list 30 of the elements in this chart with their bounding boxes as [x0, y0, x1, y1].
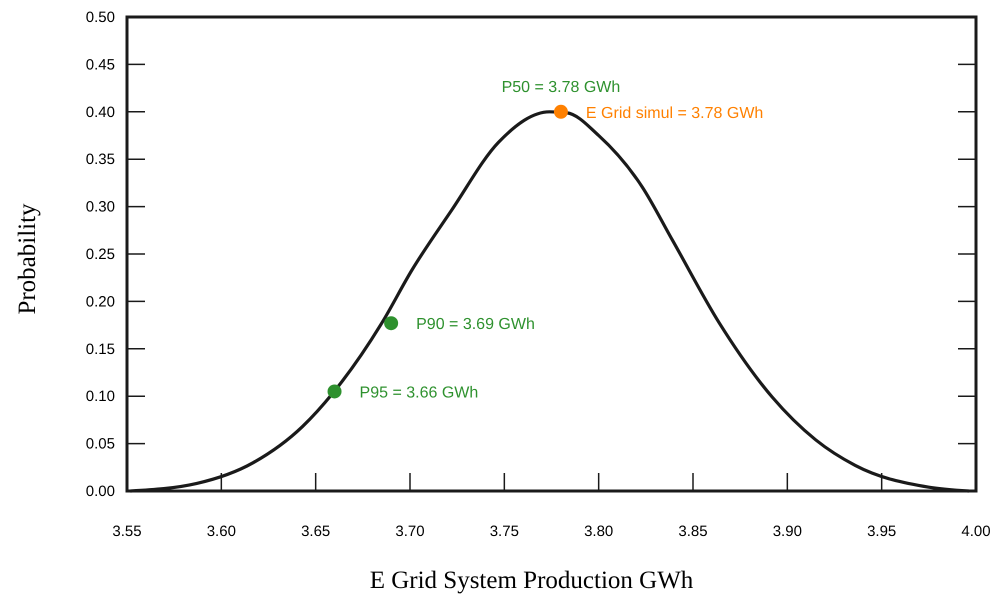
x-tick-label: 3.95 [867, 523, 896, 540]
y-tick-label: 0.25 [86, 246, 115, 263]
y-tick-label: 0.35 [86, 151, 115, 168]
point [384, 316, 398, 330]
y-tick-label: 0.30 [86, 198, 115, 216]
annotation: P90 = 3.69 GWh [416, 316, 535, 334]
y-tick-label: 0.45 [86, 56, 115, 74]
x-tick-label: 3.55 [112, 523, 142, 540]
y-tick-label: 0.05 [86, 436, 115, 453]
x-axis-title: E Grid System Production GWh [370, 567, 694, 594]
y-tick-label: 0.00 [86, 483, 115, 500]
annotation: P95 = 3.66 GWh [360, 384, 478, 402]
x-tick-label: 3.75 [490, 523, 519, 540]
point [328, 384, 342, 398]
y-tick-label: 0.10 [86, 388, 115, 406]
y-tick-label: 0.40 [86, 104, 115, 121]
y-axis-title: Probability [14, 202, 41, 315]
x-tick-label: 3.60 [206, 523, 236, 540]
point [554, 104, 568, 119]
x-tick-label: 3.70 [395, 523, 425, 540]
x-tick-label: 3.90 [772, 523, 802, 540]
annotation: E Grid simul = 3.78 GWh [586, 104, 764, 122]
annotation: P50 = 3.78 GWh [502, 78, 620, 96]
x-tick-label: 3.85 [678, 523, 708, 540]
y-tick-label: 0.50 [86, 9, 115, 26]
y-tick-label: 0.20 [86, 293, 115, 310]
x-tick-label: 4.00 [961, 523, 991, 540]
y-tick-label: 0.15 [86, 340, 115, 358]
x-tick-label: 3.65 [301, 523, 330, 540]
x-tick-label: 3.80 [584, 523, 614, 540]
